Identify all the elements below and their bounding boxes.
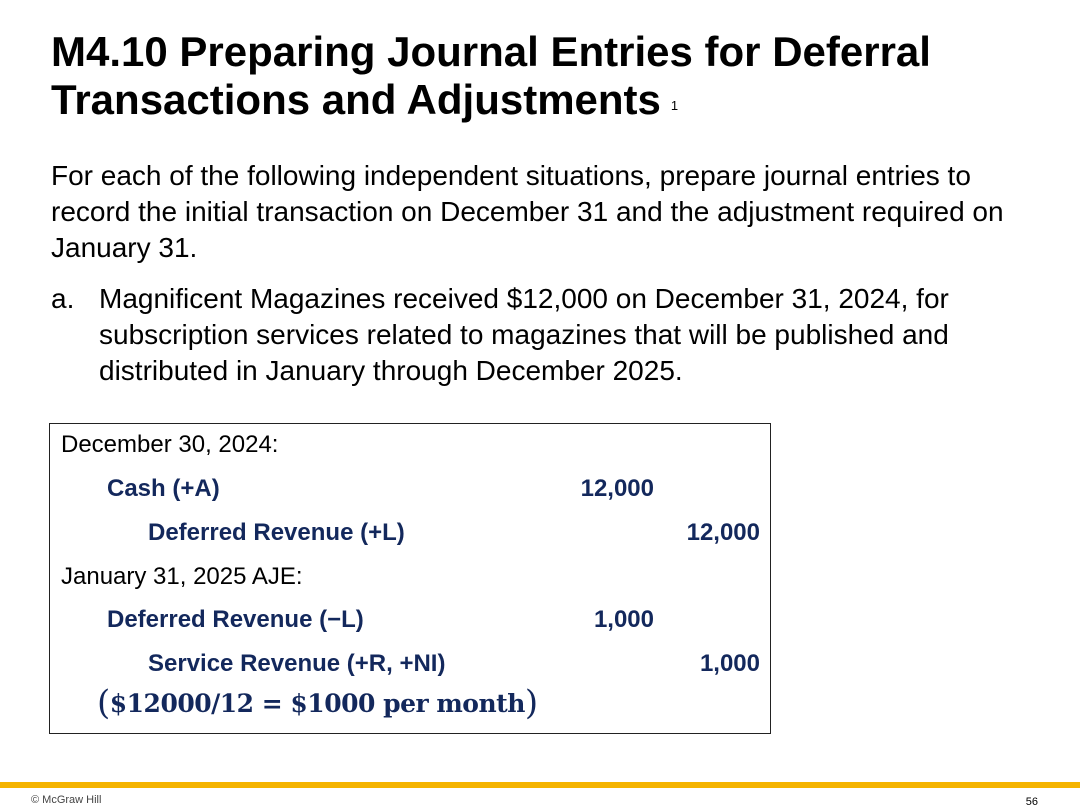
- copyright-notice: © McGraw Hill: [31, 794, 102, 806]
- page-title: M4.10 Preparing Journal Entries for Defe…: [51, 28, 1051, 134]
- footer-accent-bar: [0, 782, 1080, 788]
- entry1-date: December 30, 2024:: [61, 431, 279, 458]
- title-line-2: Transactions and Adjustments: [51, 76, 661, 123]
- entry2-debit-amount: 1,000: [593, 606, 654, 633]
- instructions-text: For each of the following independent si…: [51, 160, 1004, 263]
- list-marker: a.: [51, 283, 75, 314]
- entry1-debit-amount: 12,000: [580, 475, 654, 502]
- title-footnote-marker: 1: [670, 98, 679, 113]
- calculation-note: ($12000/12 = $1000 per month): [97, 683, 538, 723]
- entry2-date: January 31, 2025 AJE:: [61, 563, 303, 590]
- entry1-credit-account: Deferred Revenue (+L): [148, 519, 405, 546]
- calculation-note-text: $12000/12 = $1000 per month: [109, 689, 526, 718]
- title-line-1: M4.10 Preparing Journal Entries for Defe…: [51, 28, 931, 75]
- entry2-debit-account: Deferred Revenue (−L): [107, 606, 364, 633]
- journal-entries-box: December 30, 2024: Cash (+A) 12,000 Defe…: [49, 423, 771, 734]
- entry2-debit-row: Deferred Revenue (−L) 1,000: [50, 605, 770, 635]
- situation-a: a. Magnificent Magazines received $12,00…: [51, 281, 1041, 389]
- entry1-debit-account: Cash (+A): [107, 475, 220, 502]
- entry2-credit-row: Service Revenue (+R, +NI) 1,000: [50, 649, 770, 679]
- page-number: 56: [1025, 796, 1038, 808]
- situation-a-text: Magnificent Magazines received $12,000 o…: [99, 283, 949, 386]
- entry1-credit-row: Deferred Revenue (+L) 12,000: [50, 518, 770, 548]
- entry2-date-row: January 31, 2025 AJE:: [50, 562, 770, 592]
- entry2-credit-amount: 1,000: [699, 650, 760, 677]
- entry2-credit-account: Service Revenue (+R, +NI): [148, 650, 446, 677]
- entry1-debit-row: Cash (+A) 12,000: [50, 474, 770, 504]
- entry1-date-row: December 30, 2024:: [50, 430, 770, 460]
- entry1-credit-amount: 12,000: [686, 519, 760, 546]
